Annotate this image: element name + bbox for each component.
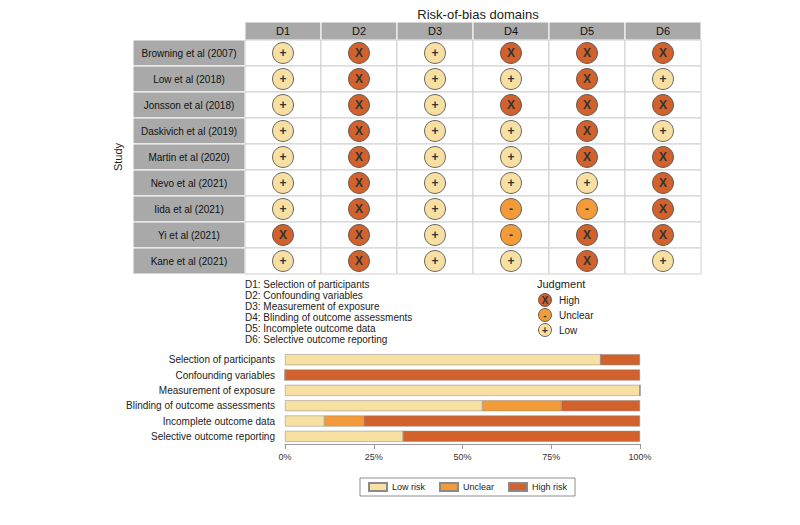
svg-text:+: + bbox=[431, 254, 438, 268]
svg-text:+: + bbox=[279, 72, 286, 86]
svg-text:+: + bbox=[431, 98, 438, 112]
svg-text:25%: 25% bbox=[365, 452, 383, 462]
svg-text:X: X bbox=[583, 254, 591, 268]
svg-text:X: X bbox=[355, 46, 363, 60]
svg-text:X: X bbox=[583, 72, 591, 86]
svg-text:Martin et al (2020): Martin et al (2020) bbox=[148, 152, 229, 163]
svg-text:+: + bbox=[659, 72, 666, 86]
svg-text:+: + bbox=[279, 150, 286, 164]
svg-text:Low: Low bbox=[559, 325, 578, 336]
svg-text:+: + bbox=[507, 150, 514, 164]
svg-text:+: + bbox=[507, 254, 514, 268]
svg-text:X: X bbox=[583, 124, 591, 138]
svg-text:X: X bbox=[355, 202, 363, 216]
svg-text:+: + bbox=[507, 124, 514, 138]
svg-text:100%: 100% bbox=[628, 452, 651, 462]
svg-text:D6: Selective outcome reportin: D6: Selective outcome reporting bbox=[245, 334, 387, 345]
svg-text:+: + bbox=[279, 254, 286, 268]
svg-text:+: + bbox=[542, 325, 548, 336]
svg-text:+: + bbox=[659, 124, 666, 138]
svg-text:X: X bbox=[659, 176, 667, 190]
svg-text:Confounding variables: Confounding variables bbox=[175, 370, 275, 381]
svg-text:X: X bbox=[355, 176, 363, 190]
svg-text:Low et al (2018): Low et al (2018) bbox=[153, 74, 225, 85]
svg-text:D4: D4 bbox=[504, 25, 518, 37]
svg-text:Iida et al (2021): Iida et al (2021) bbox=[154, 204, 224, 215]
svg-text:Nevo et al (2021): Nevo et al (2021) bbox=[151, 178, 228, 189]
svg-text:Daskivich et al (2019): Daskivich et al (2019) bbox=[141, 126, 237, 137]
svg-text:X: X bbox=[583, 98, 591, 112]
svg-text:High: High bbox=[559, 295, 580, 306]
svg-text:D2: Confounding variables: D2: Confounding variables bbox=[245, 290, 363, 301]
svg-text:+: + bbox=[659, 254, 666, 268]
svg-text:+: + bbox=[431, 176, 438, 190]
svg-text:D6: D6 bbox=[656, 25, 670, 37]
svg-text:D3: D3 bbox=[428, 25, 442, 37]
svg-text:+: + bbox=[431, 46, 438, 60]
svg-text:+: + bbox=[431, 202, 438, 216]
svg-text:Yi et al (2021): Yi et al (2021) bbox=[158, 230, 220, 241]
svg-text:-: - bbox=[509, 202, 513, 216]
svg-text:D5: D5 bbox=[580, 25, 594, 37]
svg-text:X: X bbox=[355, 228, 363, 242]
svg-text:X: X bbox=[542, 295, 549, 306]
svg-text:+: + bbox=[279, 46, 286, 60]
svg-text:0%: 0% bbox=[278, 452, 291, 462]
svg-text:+: + bbox=[431, 124, 438, 138]
svg-text:50%: 50% bbox=[453, 452, 471, 462]
svg-text:+: + bbox=[507, 176, 514, 190]
svg-text:D1: Selection of participants: D1: Selection of participants bbox=[245, 279, 370, 290]
svg-text:Measurement of exposure: Measurement of exposure bbox=[159, 385, 276, 396]
svg-text:X: X bbox=[659, 150, 667, 164]
svg-text:X: X bbox=[659, 202, 667, 216]
svg-text:Low risk: Low risk bbox=[392, 482, 426, 492]
svg-text:Jonsson et al (2018): Jonsson et al (2018) bbox=[144, 100, 235, 111]
svg-text:Selective outcome reporting: Selective outcome reporting bbox=[151, 431, 275, 442]
svg-text:Browning et al (2007): Browning et al (2007) bbox=[141, 48, 236, 59]
svg-text:X: X bbox=[507, 98, 515, 112]
svg-text:X: X bbox=[355, 254, 363, 268]
svg-text:Incomplete outcome data: Incomplete outcome data bbox=[163, 416, 276, 427]
svg-text:Study: Study bbox=[112, 142, 124, 171]
svg-text:D4: Blinding of outcome assess: D4: Blinding of outcome assessments bbox=[245, 312, 412, 323]
svg-text:-: - bbox=[585, 202, 589, 216]
svg-text:X: X bbox=[659, 228, 667, 242]
svg-text:+: + bbox=[279, 124, 286, 138]
svg-text:+: + bbox=[279, 98, 286, 112]
svg-text:+: + bbox=[583, 176, 590, 190]
svg-text:X: X bbox=[507, 46, 515, 60]
svg-text:+: + bbox=[507, 72, 514, 86]
svg-text:D3: Measurement of exposure: D3: Measurement of exposure bbox=[245, 301, 380, 312]
svg-text:D1: D1 bbox=[276, 25, 290, 37]
svg-text:+: + bbox=[431, 228, 438, 242]
svg-text:X: X bbox=[355, 98, 363, 112]
svg-text:+: + bbox=[279, 176, 286, 190]
svg-text:X: X bbox=[355, 150, 363, 164]
svg-text:D2: D2 bbox=[352, 25, 366, 37]
svg-text:Risk-of-bias domains: Risk-of-bias domains bbox=[417, 7, 539, 22]
svg-text:X: X bbox=[659, 98, 667, 112]
svg-text:X: X bbox=[355, 72, 363, 86]
svg-text:X: X bbox=[583, 150, 591, 164]
svg-text:Unclear: Unclear bbox=[559, 310, 594, 321]
svg-text:Kane et al (2021): Kane et al (2021) bbox=[151, 256, 228, 267]
svg-text:Blinding of outcome assessment: Blinding of outcome assessments bbox=[126, 400, 275, 411]
svg-text:D5: Incomplete outcome data: D5: Incomplete outcome data bbox=[245, 323, 376, 334]
svg-text:Unclear: Unclear bbox=[463, 482, 494, 492]
svg-text:X: X bbox=[279, 228, 287, 242]
svg-text:75%: 75% bbox=[542, 452, 560, 462]
svg-text:X: X bbox=[583, 228, 591, 242]
svg-text:+: + bbox=[279, 202, 286, 216]
svg-text:Selection of participants: Selection of participants bbox=[169, 354, 275, 365]
svg-text:High risk: High risk bbox=[532, 482, 568, 492]
svg-text:+: + bbox=[431, 150, 438, 164]
svg-text:X: X bbox=[355, 124, 363, 138]
svg-text:-: - bbox=[543, 310, 546, 321]
svg-text:X: X bbox=[583, 46, 591, 60]
svg-text:Judgment: Judgment bbox=[537, 278, 585, 290]
svg-text:X: X bbox=[659, 46, 667, 60]
svg-text:-: - bbox=[509, 228, 513, 242]
svg-text:+: + bbox=[431, 72, 438, 86]
